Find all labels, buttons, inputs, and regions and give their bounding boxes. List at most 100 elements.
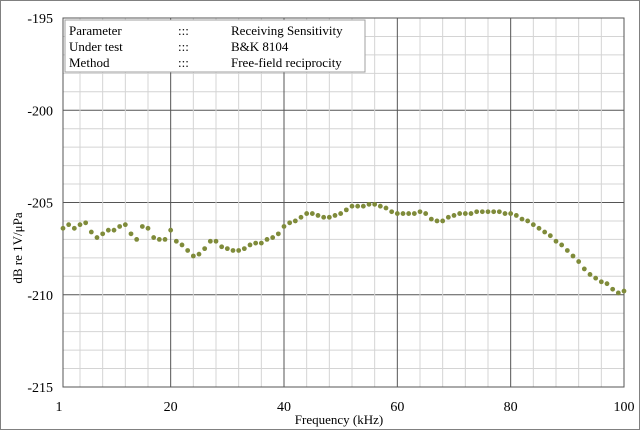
data-point xyxy=(105,227,111,233)
data-point xyxy=(315,213,321,218)
data-point xyxy=(162,237,168,242)
data-point xyxy=(202,246,208,252)
data-point xyxy=(536,225,542,231)
data-point xyxy=(219,244,225,250)
data-point xyxy=(383,205,389,211)
y-tick-label: -200 xyxy=(27,104,53,119)
data-point xyxy=(360,203,366,209)
data-point xyxy=(247,242,253,248)
data-point xyxy=(411,211,417,216)
data-point xyxy=(366,201,372,207)
data-point xyxy=(224,246,230,252)
data-point xyxy=(400,211,406,216)
data-point xyxy=(287,220,293,226)
data-point xyxy=(525,218,531,224)
data-point xyxy=(587,272,593,277)
data-point xyxy=(485,209,491,215)
x-tick-label: 20 xyxy=(164,400,178,415)
data-point xyxy=(207,238,213,244)
data-point xyxy=(196,251,202,257)
y-tick-label: -210 xyxy=(27,289,53,304)
data-point xyxy=(508,211,514,216)
data-point xyxy=(66,222,72,228)
data-point xyxy=(77,222,83,228)
data-point xyxy=(451,213,457,218)
data-point xyxy=(270,235,276,240)
grid xyxy=(63,17,625,388)
data-point xyxy=(332,213,338,218)
legend-separator: ::: xyxy=(178,39,189,54)
data-point xyxy=(479,209,485,215)
y-tick-label: -205 xyxy=(27,197,53,212)
data-point xyxy=(258,240,264,246)
y-axis-title: dB re 1V/μPa xyxy=(10,212,25,283)
data-point xyxy=(553,238,559,244)
legend-value: Receiving Sensitivity xyxy=(231,23,343,38)
legend-value: Free-field reciprocity xyxy=(231,55,342,70)
data-point xyxy=(519,216,525,222)
y-tick-label: -215 xyxy=(27,381,53,396)
data-point xyxy=(377,203,383,209)
data-point xyxy=(604,281,610,287)
data-point xyxy=(417,209,423,215)
data-point xyxy=(179,242,185,248)
data-point xyxy=(349,203,355,209)
data-point xyxy=(457,211,463,216)
data-point xyxy=(468,211,474,216)
data-point xyxy=(502,211,508,216)
data-point xyxy=(190,253,196,259)
data-point xyxy=(445,214,451,220)
data-point xyxy=(134,237,140,242)
y-axis-ticks: -215 -210 -205 -200 -195 xyxy=(27,12,53,396)
data-point xyxy=(547,233,553,239)
data-point xyxy=(275,231,281,237)
data-point xyxy=(326,214,332,220)
data-point xyxy=(83,220,89,226)
data-point xyxy=(168,227,174,233)
data-point xyxy=(128,231,134,237)
data-point xyxy=(111,227,117,233)
data-point xyxy=(304,211,310,216)
data-point xyxy=(434,218,440,224)
data-point xyxy=(542,229,548,235)
data-point xyxy=(321,214,327,220)
data-point xyxy=(570,253,576,259)
data-point xyxy=(253,240,259,246)
x-axis-title: Frequency (kHz) xyxy=(295,412,383,427)
data-point xyxy=(117,224,123,229)
data-point xyxy=(610,286,616,292)
data-point xyxy=(309,211,315,216)
data-point xyxy=(564,248,570,253)
x-tick-label: 80 xyxy=(504,400,518,415)
x-tick-label: 1 xyxy=(56,400,63,415)
x-tick-label: 40 xyxy=(277,400,291,415)
data-point xyxy=(156,237,162,242)
data-point xyxy=(496,209,502,215)
legend-separator: ::: xyxy=(178,23,189,38)
data-point xyxy=(213,238,219,244)
data-point xyxy=(122,222,128,228)
data-point xyxy=(559,242,565,248)
data-point xyxy=(581,266,587,272)
data-point xyxy=(423,211,429,216)
data-point xyxy=(621,288,627,294)
data-point xyxy=(372,201,378,207)
data-point xyxy=(264,237,270,242)
data-point xyxy=(428,216,434,222)
data-point xyxy=(513,213,519,218)
data-point xyxy=(440,218,446,224)
data-point xyxy=(88,229,94,235)
data-point xyxy=(145,225,151,231)
legend-key: Method xyxy=(69,55,110,70)
data-series xyxy=(60,201,627,296)
data-point xyxy=(139,224,145,229)
legend-value: B&K 8104 xyxy=(231,39,289,54)
data-point xyxy=(394,211,400,216)
data-point xyxy=(281,224,287,229)
data-point xyxy=(236,248,242,253)
data-point xyxy=(343,207,349,213)
y-tick-label: -195 xyxy=(27,12,53,27)
data-point xyxy=(71,225,77,231)
